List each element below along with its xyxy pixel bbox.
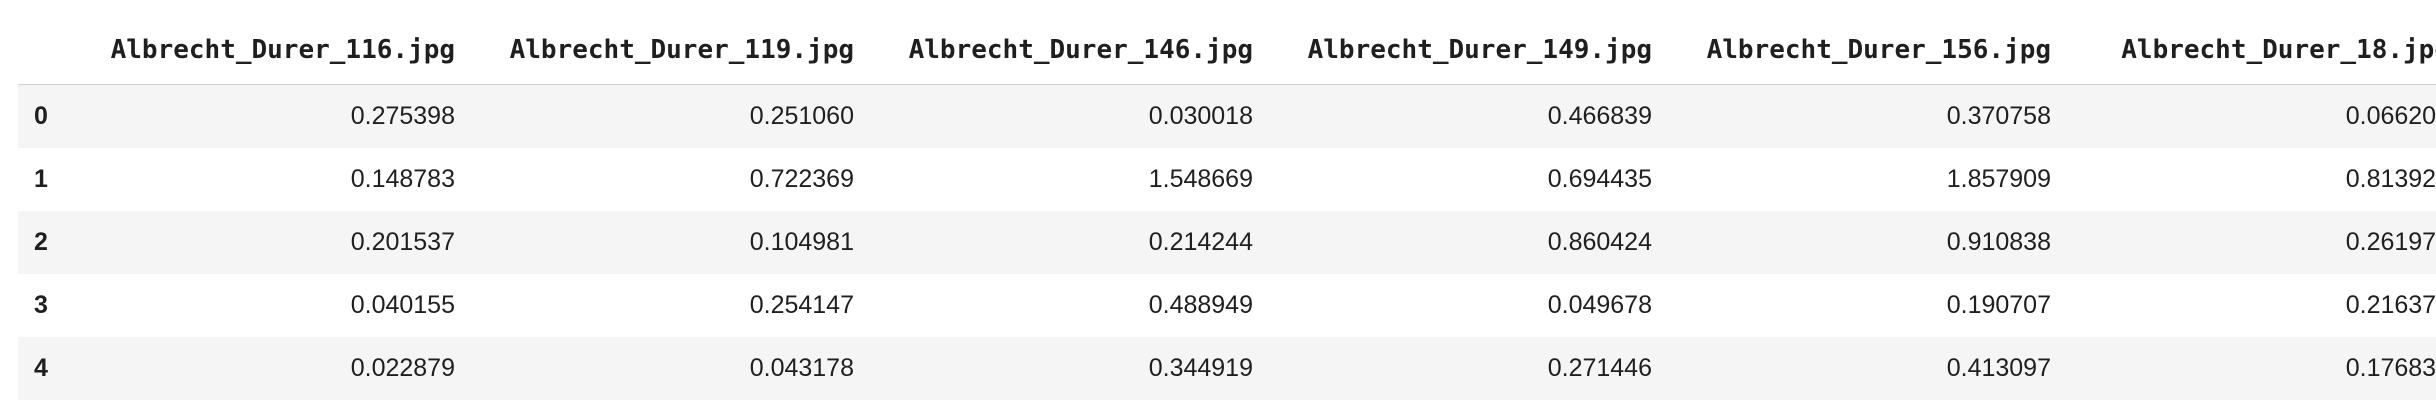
table-cell: 0.190707 xyxy=(1946,290,2051,319)
table-header: Albrecht_Durer_116.jpg Albrecht_Durer_11… xyxy=(18,20,2436,85)
row-index: 1 xyxy=(34,164,48,193)
table-cell: 1.857909 xyxy=(1946,164,2051,193)
table-cell: 0.344919 xyxy=(1148,353,1253,382)
table-cell: 0.251060 xyxy=(749,101,854,130)
table-cell: 0.176830 xyxy=(2345,353,2436,382)
table-cell: 0.216371 xyxy=(2345,290,2436,319)
row-index: 4 xyxy=(34,353,48,382)
table-cell: 0.066200 xyxy=(2345,101,2436,130)
table-cell: 0.860424 xyxy=(1547,227,1652,256)
table-cell: 0.040155 xyxy=(350,290,455,319)
table-cell: 0.694435 xyxy=(1547,164,1652,193)
header-row: Albrecht_Durer_116.jpg Albrecht_Durer_11… xyxy=(18,20,2436,85)
table-cell: 0.049678 xyxy=(1547,290,1652,319)
column-header: Albrecht_Durer_119.jpg xyxy=(461,20,860,85)
table-cell: 0.813924 xyxy=(2345,164,2436,193)
column-header: Albrecht_Durer_18.jpg xyxy=(2057,20,2436,85)
table-cell: 0.254147 xyxy=(749,290,854,319)
table-cell: 0.022879 xyxy=(350,353,455,382)
table-row: 1 0.148783 0.722369 1.548669 0.694435 1.… xyxy=(18,147,2436,211)
table-row: 3 0.040155 0.254147 0.488949 0.049678 0.… xyxy=(18,273,2436,337)
table-cell: 0.043178 xyxy=(749,353,854,382)
table-row: 4 0.022879 0.043178 0.344919 0.271446 0.… xyxy=(18,336,2436,400)
table-cell: 0.261972 xyxy=(2345,227,2436,256)
index-header-cell xyxy=(18,20,62,85)
table-cell: 0.722369 xyxy=(749,164,854,193)
table-body: 0 0.275398 0.251060 0.030018 0.466839 0.… xyxy=(18,84,2436,400)
table-cell: 0.214244 xyxy=(1148,227,1253,256)
table-cell: 0.488949 xyxy=(1148,290,1253,319)
table-cell: 0.030018 xyxy=(1148,101,1253,130)
table-cell: 0.413097 xyxy=(1946,353,2051,382)
column-header: Albrecht_Durer_156.jpg xyxy=(1658,20,2057,85)
table-cell: 0.201537 xyxy=(350,227,455,256)
table-cell: 0.370758 xyxy=(1946,101,2051,130)
column-header: Albrecht_Durer_146.jpg xyxy=(860,20,1259,85)
column-header: Albrecht_Durer_149.jpg xyxy=(1259,20,1658,85)
dataframe-table: Albrecht_Durer_116.jpg Albrecht_Durer_11… xyxy=(18,20,2436,400)
table-cell: 0.148783 xyxy=(350,164,455,193)
table-cell: 0.271446 xyxy=(1547,353,1652,382)
row-index: 0 xyxy=(34,101,48,130)
table-cell: 0.275398 xyxy=(350,101,455,130)
table-row: 2 0.201537 0.104981 0.214244 0.860424 0.… xyxy=(18,210,2436,274)
table-cell: 1.548669 xyxy=(1148,164,1253,193)
column-header: Albrecht_Durer_116.jpg xyxy=(62,20,461,85)
table-row: 0 0.275398 0.251060 0.030018 0.466839 0.… xyxy=(18,84,2436,148)
table-cell: 0.466839 xyxy=(1547,101,1652,130)
table-cell: 0.910838 xyxy=(1946,227,2051,256)
table-cell: 0.104981 xyxy=(749,227,854,256)
row-index: 2 xyxy=(34,227,48,256)
row-index: 3 xyxy=(34,290,48,319)
